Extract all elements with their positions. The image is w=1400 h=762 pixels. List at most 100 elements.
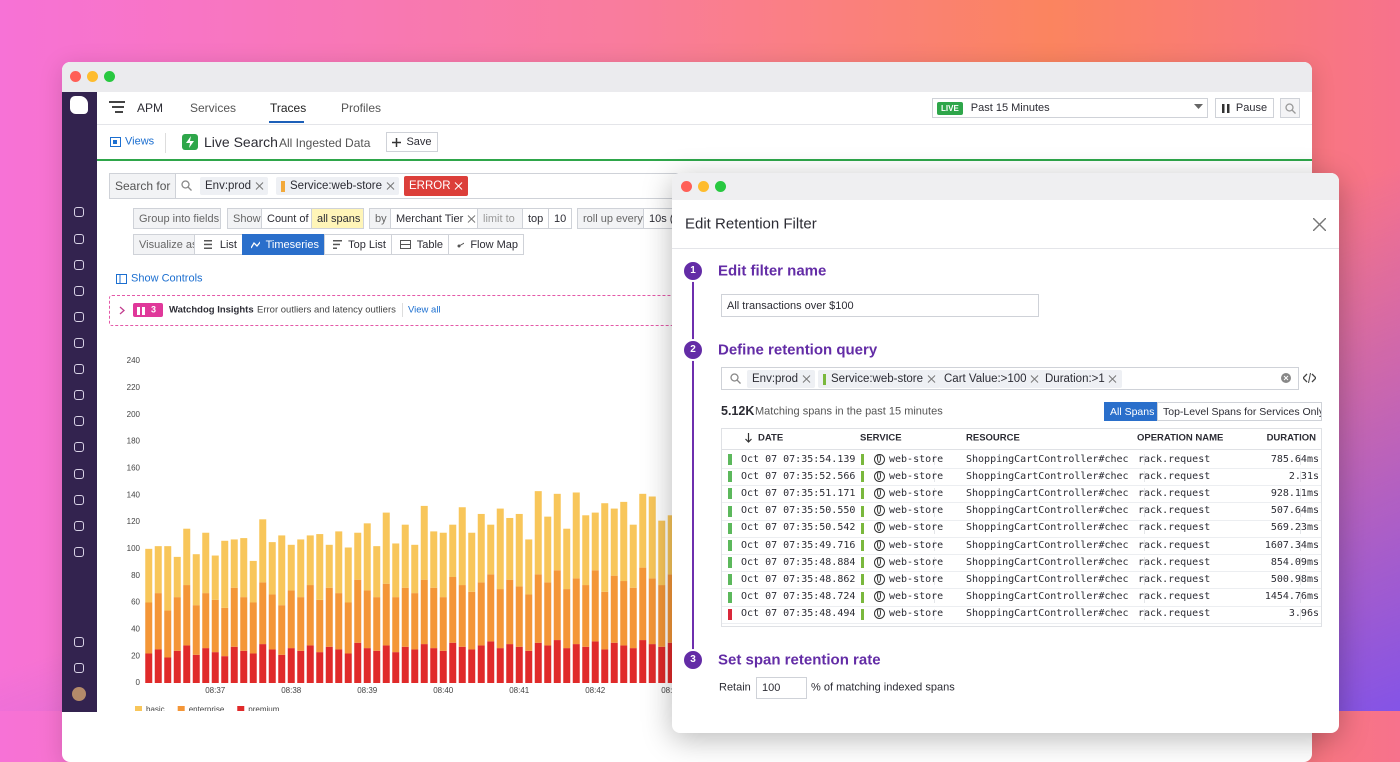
sidebar-icon xyxy=(74,469,84,479)
column-header: SERVICE xyxy=(860,432,902,444)
bar-segment xyxy=(268,649,276,683)
watchdog-link[interactable]: View all xyxy=(408,304,441,316)
shape xyxy=(115,111,123,113)
remove-icon xyxy=(1031,375,1039,383)
row-service: web-store xyxy=(889,539,944,551)
query-term[interactable]: Cart Value:>100 xyxy=(939,370,1044,388)
row-separator xyxy=(722,468,1321,469)
search-term[interactable]: Env:prod xyxy=(200,177,269,195)
query-term[interactable]: Service:web-store xyxy=(818,370,941,388)
step-number: 3 xyxy=(690,654,696,665)
viz-text: Top List xyxy=(348,238,386,251)
time-select[interactable]: LIVE Past 15 Minutes xyxy=(932,98,1208,118)
save-button[interactable]: Save xyxy=(386,132,438,152)
step-circle xyxy=(682,260,704,282)
viz-option[interactable]: Top List xyxy=(324,234,392,255)
code-toggle[interactable] xyxy=(1303,373,1316,383)
viz-option[interactable]: List xyxy=(194,234,243,255)
bar-segment xyxy=(667,574,675,643)
bar-segment xyxy=(373,546,381,598)
bar-segment xyxy=(601,649,609,683)
shape xyxy=(109,101,125,103)
row-resource: ShoppingCartController#chec xyxy=(966,453,1129,465)
bar-segment xyxy=(221,656,229,683)
query-term[interactable]: Duration:>1 xyxy=(1040,370,1122,388)
bar-segment xyxy=(439,650,447,683)
globe-icon xyxy=(874,470,885,482)
sidebar-icon xyxy=(74,260,84,270)
viz-text: Table xyxy=(416,238,443,251)
close-light xyxy=(70,71,81,82)
row-separator xyxy=(722,605,1321,607)
bar-segment xyxy=(658,585,666,647)
bar-segment xyxy=(392,652,400,683)
minimize-light xyxy=(698,181,709,192)
term-text: Env:prod xyxy=(752,373,799,385)
bar-segment xyxy=(601,503,609,592)
y-tick-label: 100 xyxy=(127,544,141,553)
scope-option-selected[interactable]: All Spans xyxy=(1104,402,1158,421)
retain-input[interactable]: 100 xyxy=(756,677,807,699)
search-icon xyxy=(181,180,192,191)
bar-segment xyxy=(534,491,542,575)
bar-segment xyxy=(278,605,286,655)
show-controls-link[interactable]: Show Controls xyxy=(131,272,203,285)
watchdog-count: 3 xyxy=(151,304,157,315)
query-bar[interactable] xyxy=(721,367,1299,390)
y-tick-label: 120 xyxy=(127,517,141,526)
bar-segment xyxy=(553,570,561,641)
nav-tab[interactable]: Profiles xyxy=(341,101,382,115)
service-indicator xyxy=(861,454,864,465)
cell-divider xyxy=(1300,522,1301,534)
nav-tab[interactable]: Traces xyxy=(270,101,307,115)
limit-label: limit to xyxy=(477,208,523,229)
search-button[interactable] xyxy=(1280,98,1300,118)
nav-tab[interactable]: Services xyxy=(190,101,237,115)
clear-query[interactable] xyxy=(1281,373,1291,383)
limit-value[interactable]: 10 xyxy=(548,208,572,229)
bar-segment xyxy=(553,640,561,683)
search-term[interactable]: Service:web-store xyxy=(276,177,400,195)
bar-segment xyxy=(306,645,314,683)
search-term[interactable]: ERROR xyxy=(404,176,468,196)
views-link[interactable]: Views xyxy=(125,135,155,148)
scope-option[interactable]: Top-Level Spans for Services Only xyxy=(1157,402,1322,421)
cell-divider xyxy=(934,574,935,586)
bar-segment xyxy=(534,574,542,643)
row-service: web-store xyxy=(889,522,944,534)
bar-segment xyxy=(183,528,191,586)
bar-segment xyxy=(382,583,390,646)
shape xyxy=(137,307,140,315)
sidebar-icon xyxy=(74,338,84,348)
service-indicator xyxy=(861,591,864,603)
count-of: Count of xyxy=(261,208,312,229)
bar-segment xyxy=(553,493,561,571)
modal-close[interactable] xyxy=(1313,218,1326,231)
bar-segment xyxy=(639,567,647,641)
row-resource: ShoppingCartController#chec xyxy=(966,573,1129,585)
globe-meridian xyxy=(877,487,881,497)
filter-name-input[interactable]: All transactions over $100 xyxy=(721,294,1039,317)
viz-option[interactable]: Flow Map xyxy=(448,234,524,255)
bar-segment xyxy=(525,594,533,651)
step-number: 1 xyxy=(690,265,696,276)
bar-segment xyxy=(173,650,181,683)
shape xyxy=(113,140,117,144)
row-resource: ShoppingCartController#chec xyxy=(966,591,1129,603)
query-term[interactable]: Env:prod xyxy=(747,370,816,388)
bar-segment xyxy=(173,556,181,598)
bar-segment xyxy=(230,587,238,647)
bar-segment xyxy=(639,493,647,568)
bar-segment xyxy=(164,610,172,658)
bar-segment xyxy=(515,586,523,647)
pause-button[interactable]: Pause xyxy=(1215,98,1274,118)
column-header: RESOURCE xyxy=(966,432,1020,444)
bar-segment xyxy=(259,519,267,583)
shape xyxy=(457,242,465,248)
bar-segment xyxy=(344,653,352,683)
status-indicator xyxy=(728,454,732,465)
measure[interactable]: all spans xyxy=(311,208,364,229)
viz-option[interactable]: Table xyxy=(391,234,449,255)
bar-segment xyxy=(221,607,229,657)
retain-text: % of matching indexed spans xyxy=(811,681,955,694)
